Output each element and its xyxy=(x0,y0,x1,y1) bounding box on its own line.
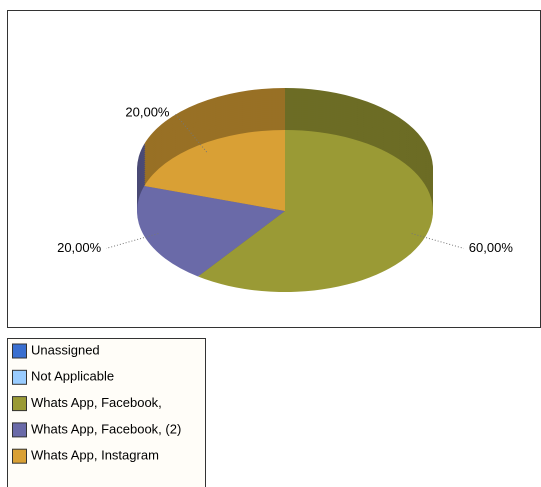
slice xyxy=(144,130,285,211)
legend-label: Not Applicable xyxy=(31,369,114,384)
slice xyxy=(198,130,434,292)
legend-frame xyxy=(7,338,206,487)
legend-label: Whats App, Facebook, (2) xyxy=(31,421,181,436)
legend-label: Whats App, Facebook, xyxy=(31,395,162,410)
data-label: 20,00% xyxy=(125,105,170,120)
legend-swatch xyxy=(12,369,27,385)
legend-swatch xyxy=(12,396,27,412)
data-label: 20,00% xyxy=(57,240,102,255)
legend-swatch xyxy=(12,448,27,464)
legend-swatch xyxy=(12,343,27,359)
data-label: 60,00% xyxy=(469,240,514,255)
leader-line xyxy=(411,233,464,249)
slice xyxy=(137,185,285,277)
legend-swatch xyxy=(12,422,27,438)
legend-label: Unassigned xyxy=(31,342,100,357)
leader-line xyxy=(174,112,208,153)
leader-line xyxy=(106,233,159,249)
legend-label: Whats App, Instagram xyxy=(31,448,159,463)
